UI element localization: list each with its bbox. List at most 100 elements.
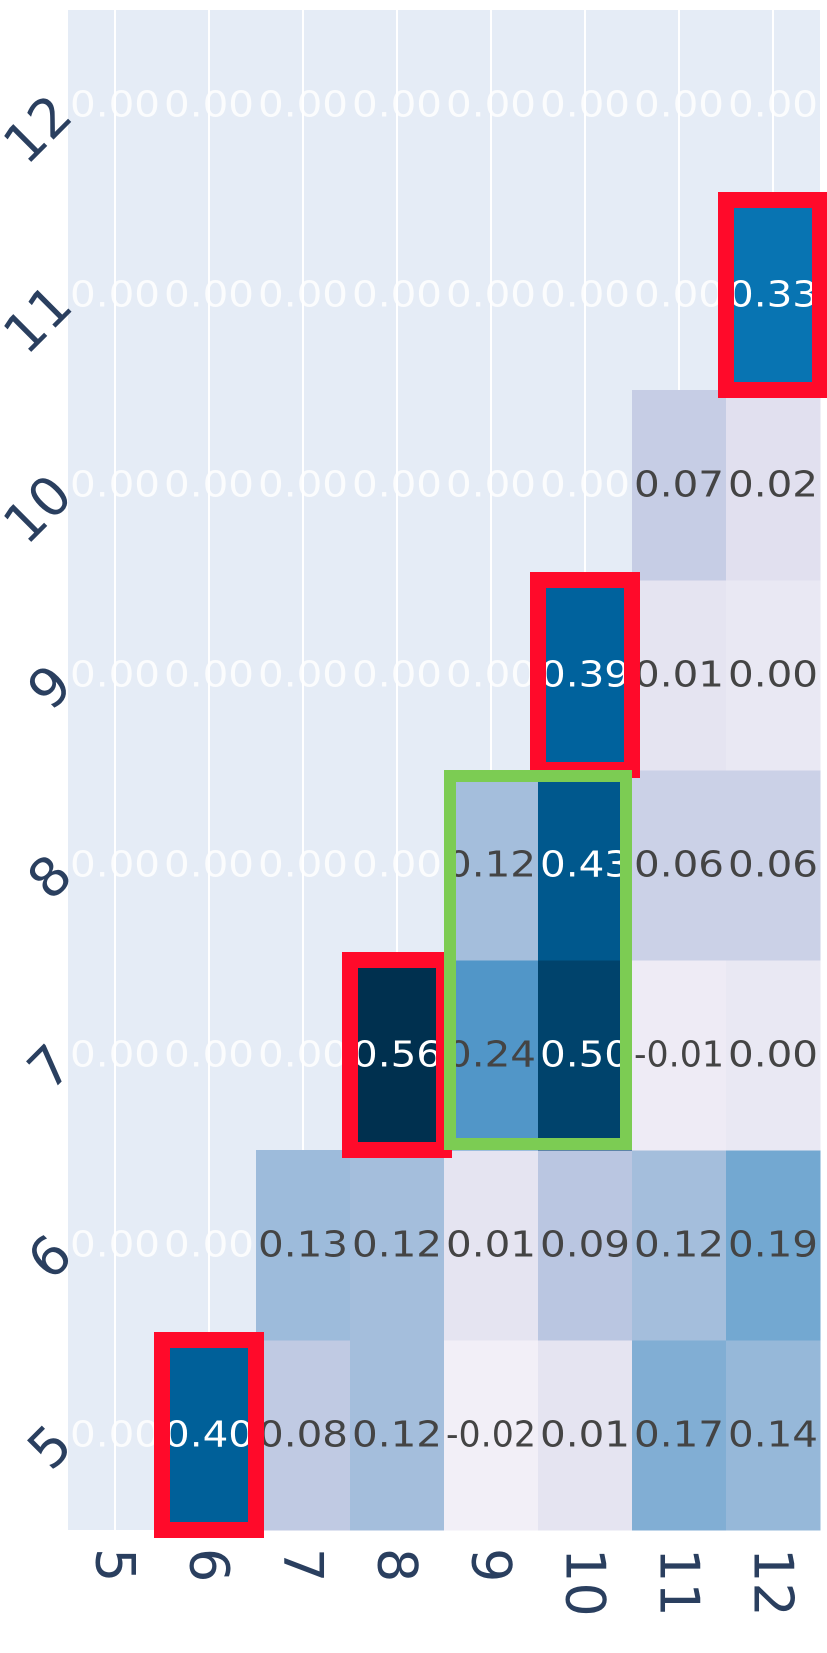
cell-label-12-6: 0.19 <box>728 1225 818 1266</box>
cell-label-10-11: 0.00 <box>540 275 630 316</box>
heatmap-cell-12-8 <box>726 770 821 961</box>
heatmap-cell-10-7 <box>538 960 633 1151</box>
cell-label-12-8: 0.06 <box>728 845 818 886</box>
cell-label-7-7: 0.00 <box>258 1035 348 1076</box>
cell-label-12-7: 0.00 <box>728 1035 818 1076</box>
cell-label-5-7: 0.00 <box>70 1035 160 1076</box>
cell-label-6-10: 0.00 <box>164 465 254 506</box>
heatmap-cell-8-5 <box>350 1340 445 1531</box>
cell-label-10-12: 0.00 <box>540 85 630 126</box>
heatmap-cell-12-11 <box>726 200 821 391</box>
heatmap-cell-11-8 <box>632 770 727 961</box>
cell-label-8-10: 0.00 <box>352 465 442 506</box>
heatmap-cell-8-7 <box>350 960 445 1151</box>
cell-label-11-5: 0.17 <box>634 1415 724 1456</box>
heatmap-cell-11-7 <box>632 960 727 1151</box>
heatmap-cell-10-5 <box>538 1340 633 1531</box>
cell-label-6-12: 0.00 <box>164 85 254 126</box>
heatmap-cell-10-8 <box>538 770 633 961</box>
x-tick-label-8: 8 <box>366 1548 429 1582</box>
cell-label-5-10: 0.00 <box>70 465 160 506</box>
cell-label-7-5: 0.08 <box>258 1415 348 1456</box>
cell-label-6-8: 0.00 <box>164 845 254 886</box>
cell-label-6-9: 0.00 <box>164 655 254 696</box>
heatmap-cell-9-5 <box>444 1340 539 1531</box>
heatmap-cells <box>162 200 821 1531</box>
heatmap-cell-9-6 <box>444 1150 539 1341</box>
cell-label-9-5: -0.02 <box>446 1415 536 1456</box>
x-tick-label-7: 7 <box>272 1548 335 1582</box>
cell-label-6-11: 0.00 <box>164 275 254 316</box>
cell-label-10-6: 0.09 <box>540 1225 630 1266</box>
cell-label-8-5: 0.12 <box>352 1415 442 1456</box>
heatmap-cell-10-9 <box>538 580 633 771</box>
cell-label-7-10: 0.00 <box>258 465 348 506</box>
heatmap-cell-9-7 <box>444 960 539 1151</box>
cell-label-5-8: 0.00 <box>70 845 160 886</box>
heatmap-cell-11-9 <box>632 580 727 771</box>
cell-label-5-12: 0.00 <box>70 85 160 126</box>
cell-label-8-11: 0.00 <box>352 275 442 316</box>
cell-label-10-5: 0.01 <box>540 1415 630 1456</box>
cell-label-12-9: 0.00 <box>728 655 818 696</box>
heatmap-cell-11-10 <box>632 390 727 581</box>
cell-label-5-6: 0.00 <box>70 1225 160 1266</box>
x-tick-label-6: 6 <box>178 1548 241 1582</box>
cell-label-11-7: -0.01 <box>634 1035 724 1076</box>
x-tick-label-11: 11 <box>648 1548 711 1617</box>
heatmap-cell-7-6 <box>256 1150 351 1341</box>
cell-label-6-6: 0.00 <box>164 1225 254 1266</box>
cell-label-7-8: 0.00 <box>258 845 348 886</box>
cell-label-11-6: 0.12 <box>634 1225 724 1266</box>
cell-label-11-9: 0.01 <box>634 655 724 696</box>
x-tick-label-10: 10 <box>554 1548 617 1617</box>
cell-label-9-9: 0.00 <box>446 655 536 696</box>
cell-label-7-12: 0.00 <box>258 85 348 126</box>
heatmap-cell-6-5 <box>162 1340 257 1531</box>
x-tick-label-5: 5 <box>84 1548 147 1582</box>
cell-label-6-7: 0.00 <box>164 1035 254 1076</box>
cell-label-5-11: 0.00 <box>70 275 160 316</box>
cell-label-7-6: 0.13 <box>258 1225 348 1266</box>
cell-label-9-11: 0.00 <box>446 275 536 316</box>
cell-label-8-8: 0.00 <box>352 845 442 886</box>
highlight-box-green-5 <box>444 770 632 1150</box>
heatmap-cell-12-7 <box>726 960 821 1151</box>
cell-label-11-10: 0.07 <box>634 465 724 506</box>
cell-label-7-9: 0.00 <box>258 655 348 696</box>
cell-label-8-12: 0.00 <box>352 85 442 126</box>
highlight-boxes <box>154 192 827 1538</box>
heatmap-cell-10-6 <box>538 1150 633 1341</box>
heatmap-cell-9-8 <box>444 770 539 961</box>
cell-label-10-10: 0.00 <box>540 465 630 506</box>
heatmap-cell-11-6 <box>632 1150 727 1341</box>
cell-label-5-5: 0.00 <box>70 1415 160 1456</box>
cell-label-12-5: 0.14 <box>728 1415 818 1456</box>
cell-labels: 0.00 0.40 0.08 0.12 -0.02 0.01 0.17 0.140.00 0.0… <box>70 85 818 1456</box>
cell-label-8-6: 0.12 <box>352 1225 442 1266</box>
heatmap-cell-12-9 <box>726 580 821 771</box>
cell-label-10-8: 0.43 <box>540 845 630 886</box>
cell-label-10-9: 0.39 <box>540 655 630 696</box>
heatmap-cell-12-10 <box>726 390 821 581</box>
heatmap-cell-7-5 <box>256 1340 351 1531</box>
x-axis-ticks: 5 6 7 8 9 10 11 12 <box>84 1548 805 1617</box>
cell-label-8-7: 0.56 <box>352 1035 442 1076</box>
x-tick-label-12: 12 <box>742 1548 805 1617</box>
cell-label-9-7: 0.24 <box>446 1035 536 1076</box>
cell-label-10-7: 0.50 <box>540 1035 630 1076</box>
cell-label-11-12: 0.00 <box>634 85 724 126</box>
cell-label-9-12: 0.00 <box>446 85 536 126</box>
highlight-box-red-4 <box>718 192 827 398</box>
heatmap-cell-12-5 <box>726 1340 821 1531</box>
heatmap-cell-8-6 <box>350 1150 445 1341</box>
heatmap-cell-12-6 <box>726 1150 821 1341</box>
cell-label-9-6: 0.01 <box>446 1225 536 1266</box>
cell-label-8-9: 0.00 <box>352 655 442 696</box>
highlight-box-red-1 <box>154 1332 264 1538</box>
heatmap-cell-11-5 <box>632 1340 727 1531</box>
cell-label-11-11: 0.00 <box>634 275 724 316</box>
cell-label-12-11: 0.33 <box>728 275 818 316</box>
cell-label-12-10: 0.02 <box>728 465 818 506</box>
